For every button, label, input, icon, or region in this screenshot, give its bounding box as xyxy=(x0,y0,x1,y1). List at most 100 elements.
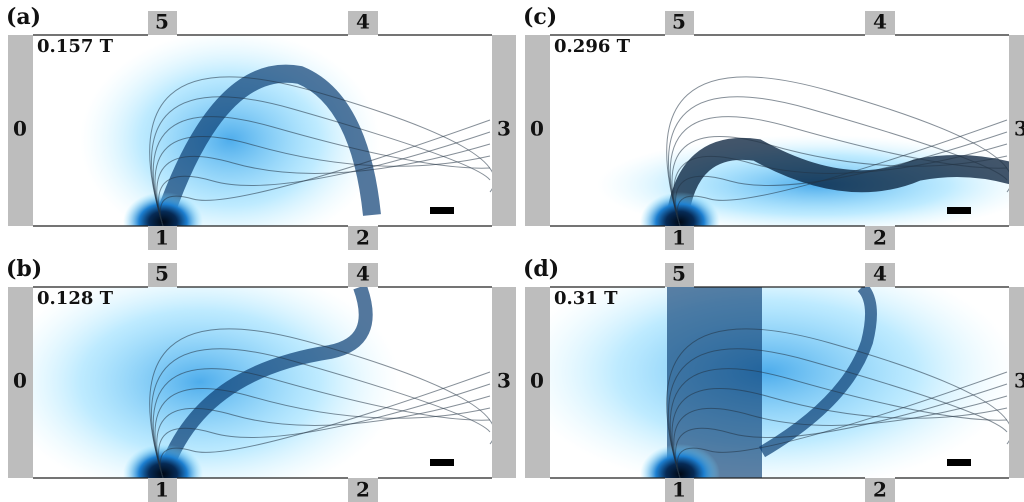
panel-label: (b) xyxy=(6,256,42,282)
streamline xyxy=(667,96,1008,226)
contact-label: 5 xyxy=(155,10,169,34)
contact xyxy=(865,263,895,287)
streamline xyxy=(152,368,491,478)
contact xyxy=(348,226,378,250)
contact xyxy=(665,226,694,250)
sample-edge xyxy=(550,34,1009,227)
contact-label: 2 xyxy=(873,226,887,250)
streamline xyxy=(149,328,492,478)
contact-label: 1 xyxy=(672,226,686,250)
panel-label: (a) xyxy=(6,4,41,30)
contact-label: 2 xyxy=(356,226,370,250)
panel: 0 1 2 3 4 5 (a) 0.157 T xyxy=(6,4,516,250)
streamline xyxy=(669,116,1008,226)
contact xyxy=(148,478,177,502)
sample-edge xyxy=(550,286,1009,479)
current-density xyxy=(33,287,492,478)
contact xyxy=(665,11,694,35)
contact xyxy=(665,478,694,502)
flow-band xyxy=(156,64,381,219)
streamline xyxy=(150,348,491,478)
streamline xyxy=(669,368,1008,478)
streamline xyxy=(667,348,1008,478)
contact xyxy=(348,478,378,502)
contact xyxy=(1009,287,1024,478)
contact-label: 1 xyxy=(155,478,169,502)
contact-label: 3 xyxy=(497,117,511,141)
current-density xyxy=(597,76,1009,226)
streamline xyxy=(671,388,1008,478)
contact-label: 1 xyxy=(155,226,169,250)
streamline xyxy=(673,395,1008,478)
contact xyxy=(865,478,895,502)
contact-label: 4 xyxy=(356,262,370,286)
panel-label: (c) xyxy=(523,4,557,30)
flow-band xyxy=(158,287,373,475)
contact xyxy=(525,287,550,478)
flow-band xyxy=(666,137,1009,222)
contact-label: 3 xyxy=(1014,369,1024,393)
streamline xyxy=(154,388,491,478)
streamline xyxy=(152,116,491,226)
streamline xyxy=(159,371,491,478)
contact-label: 0 xyxy=(13,369,27,393)
contact-label: 3 xyxy=(497,369,511,393)
streamline xyxy=(675,383,1008,478)
streamline xyxy=(158,383,491,478)
contact-label: 5 xyxy=(155,262,169,286)
scale-bar xyxy=(947,207,971,214)
streamline xyxy=(676,371,1008,478)
contact xyxy=(148,263,177,287)
streamline xyxy=(150,96,491,226)
streamline xyxy=(666,76,1009,226)
streamline xyxy=(159,119,491,226)
field-label: 0.296 T xyxy=(554,36,631,57)
contact-label: 0 xyxy=(530,117,544,141)
contact xyxy=(148,11,177,35)
panel: 0 1 2 3 4 5 (c) 0.296 T xyxy=(523,4,1024,250)
contact-label: 5 xyxy=(672,262,686,286)
panel-label: (d) xyxy=(523,256,559,282)
contact-label: 4 xyxy=(873,10,887,34)
field-label: 0.157 T xyxy=(37,36,114,57)
contact-label: 5 xyxy=(672,10,686,34)
contact xyxy=(665,263,694,287)
injector-spot xyxy=(123,444,203,478)
streamline xyxy=(675,131,1008,226)
field-label: 0.31 T xyxy=(554,288,618,309)
contact-label: 4 xyxy=(873,262,887,286)
sample-edge xyxy=(33,34,492,227)
streamline xyxy=(154,136,491,226)
flow-haze xyxy=(33,287,400,478)
flow-haze xyxy=(550,287,1009,478)
contact xyxy=(1009,35,1024,226)
current-density xyxy=(550,287,1009,478)
scale-bar xyxy=(430,459,454,466)
panel: 0 1 2 3 4 5 (b) 0.128 T xyxy=(6,256,516,502)
contact-label: 4 xyxy=(356,10,370,34)
contact xyxy=(348,263,378,287)
contact xyxy=(865,11,895,35)
contact-label: 1 xyxy=(672,478,686,502)
streamline xyxy=(666,328,1009,478)
contact xyxy=(492,35,516,226)
injector-spot xyxy=(640,444,720,478)
contact-label: 0 xyxy=(530,369,544,393)
streamline xyxy=(156,395,491,478)
contact xyxy=(525,35,550,226)
contact xyxy=(492,287,516,478)
contact xyxy=(8,35,33,226)
scale-bar xyxy=(947,459,971,466)
contact-label: 2 xyxy=(873,478,887,502)
contact-label: 0 xyxy=(13,117,27,141)
flow-band xyxy=(758,287,877,458)
streamline xyxy=(158,131,491,226)
streamline xyxy=(149,76,492,226)
scale-bar xyxy=(430,207,454,214)
panel: 0 1 2 3 4 5 (d) 0.31 T xyxy=(523,256,1024,502)
injector-spot xyxy=(123,192,203,226)
streamline xyxy=(156,143,491,226)
streamline xyxy=(676,119,1008,226)
